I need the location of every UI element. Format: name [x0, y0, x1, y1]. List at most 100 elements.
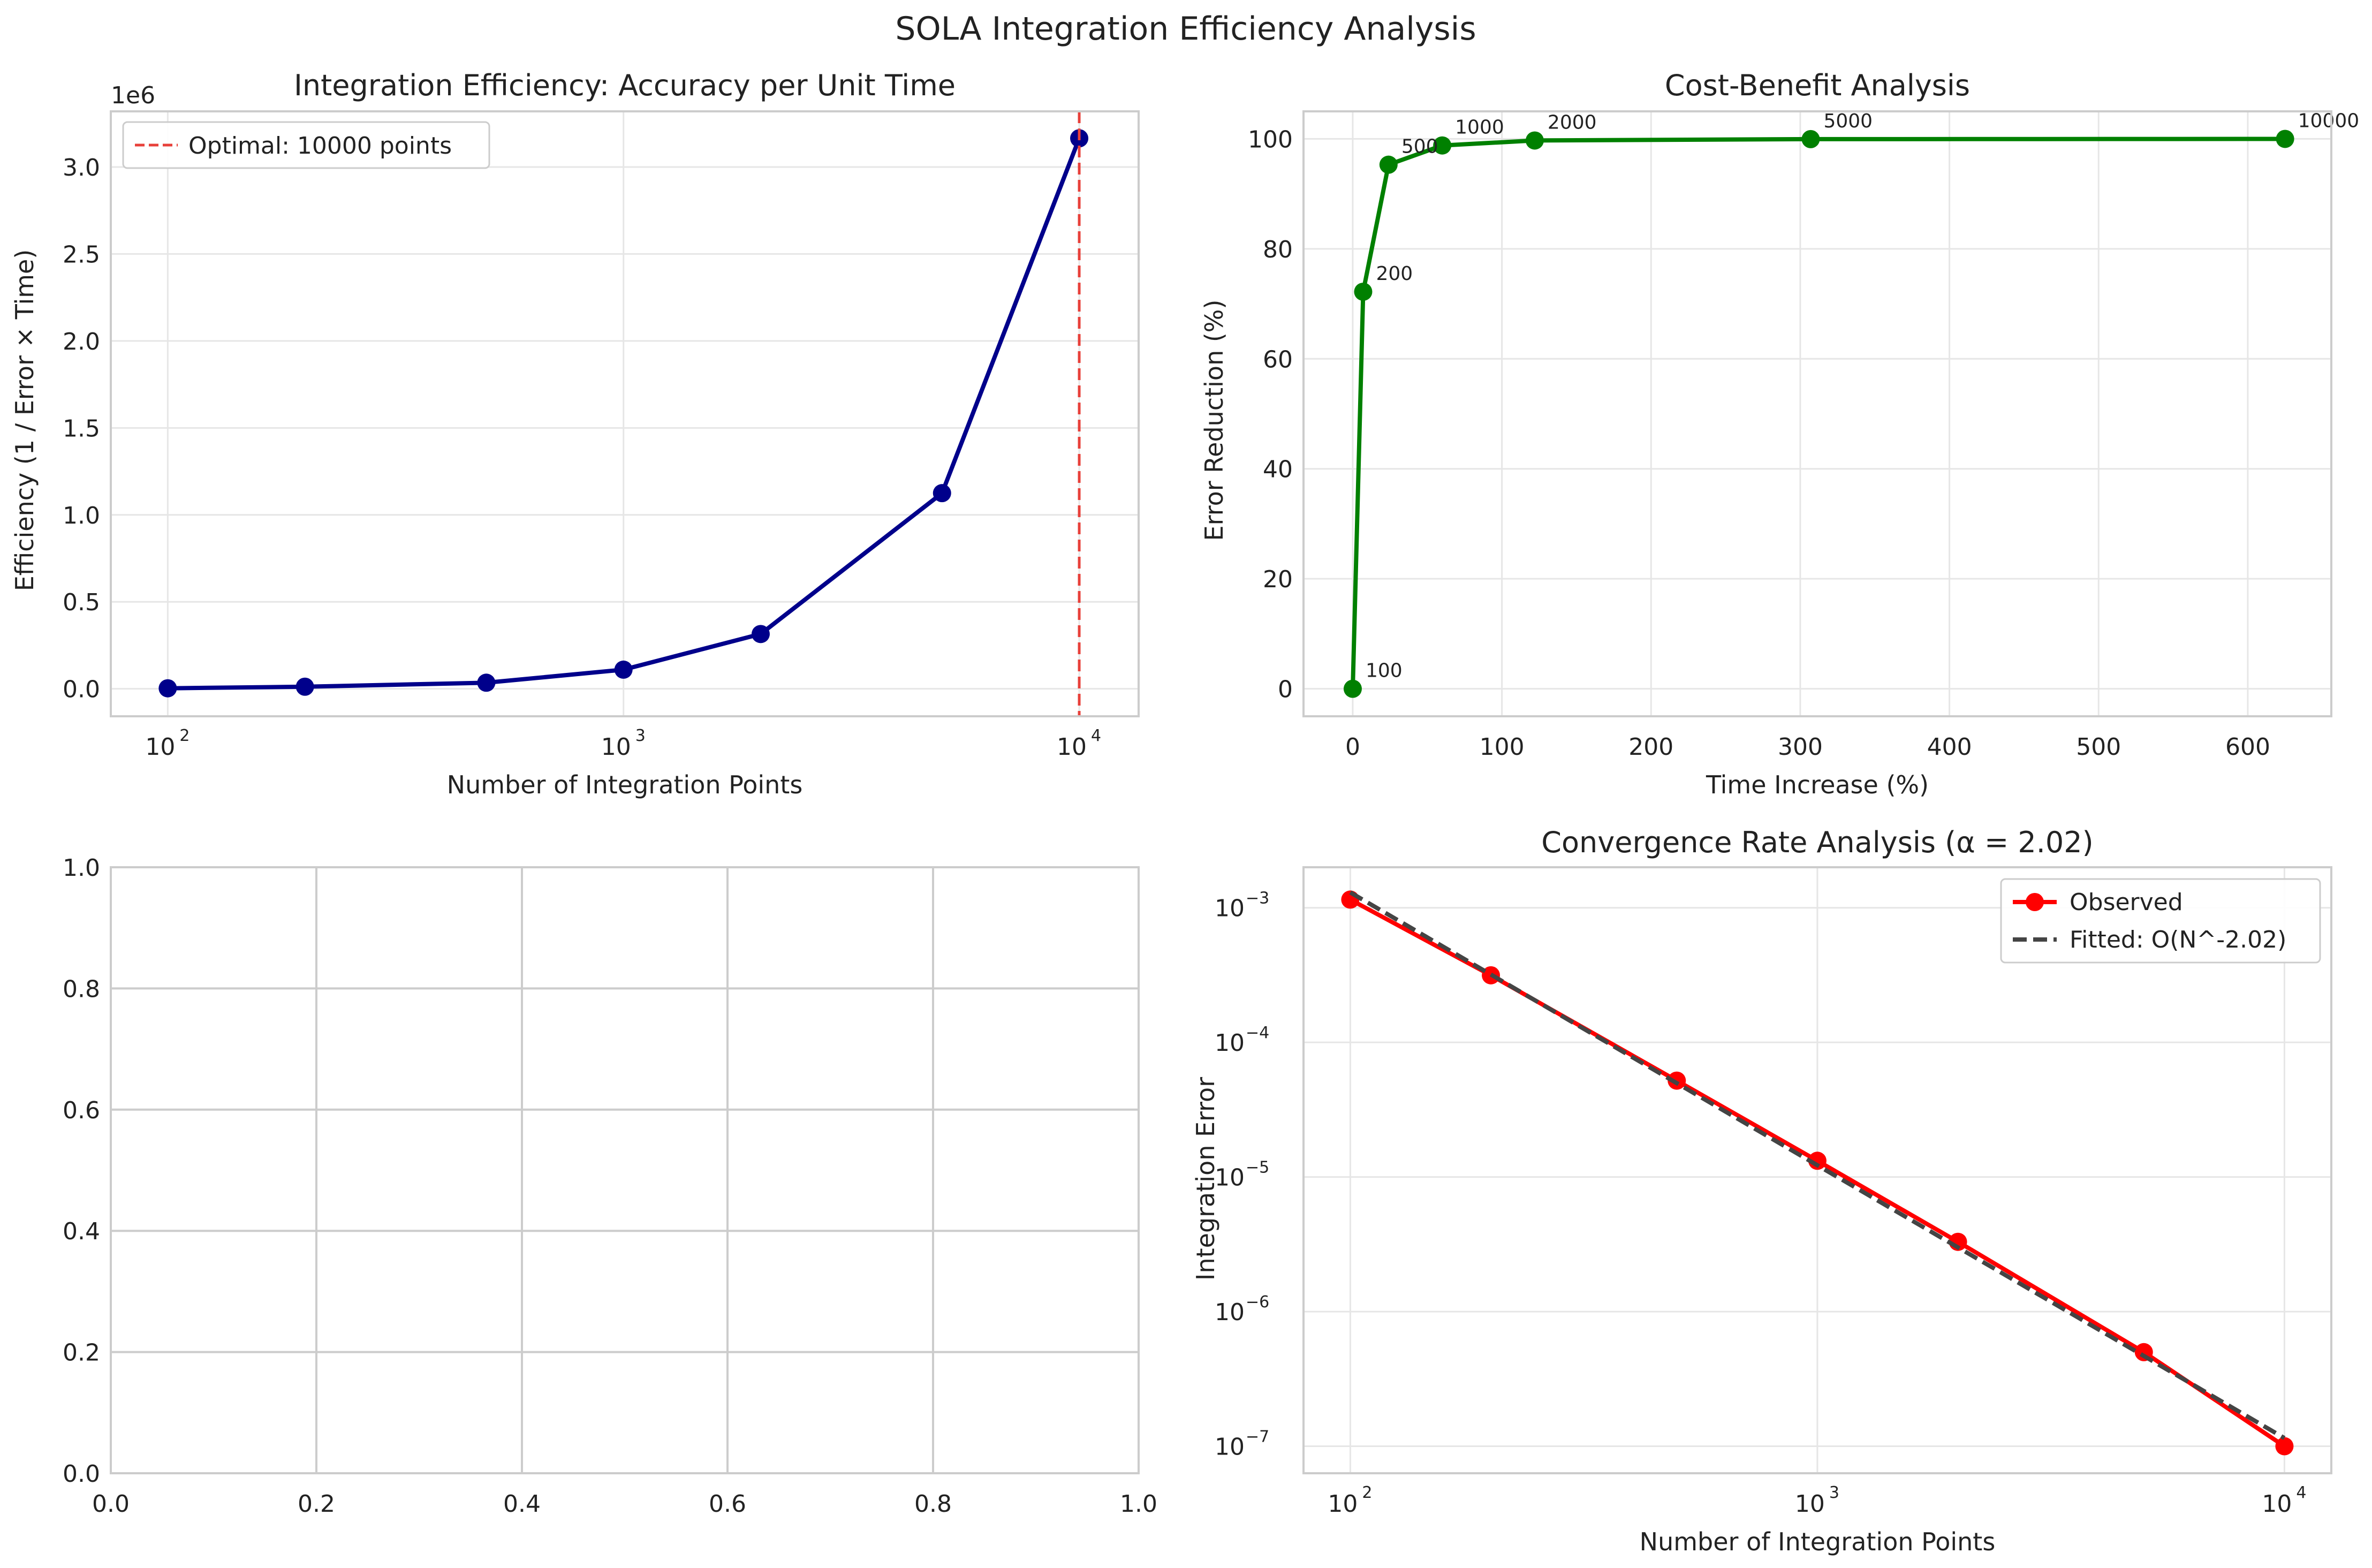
panel-costbenefit-title: Cost-Benefit Analysis [1665, 69, 1970, 102]
x-tick-label: 0.4 [503, 1490, 541, 1518]
panel-convergence-ylabel: Integration Error [1191, 1077, 1220, 1281]
x-tick-exponent: 4 [1091, 726, 1101, 745]
y-tick-exponent: −7 [1246, 1428, 1269, 1446]
costbenefit-point [1433, 136, 1452, 155]
x-tick-label: 10 [601, 733, 631, 761]
costbenefit-point [1379, 155, 1398, 174]
point-annotation: 1000 [1455, 117, 1504, 139]
x-tick-label: 0.6 [709, 1490, 746, 1518]
legend-observed-swatch-marker [2026, 893, 2044, 911]
panel-costbenefit: Cost-Benefit Analysis Time Increase (%) … [1200, 69, 2359, 799]
point-annotation: 500 [1401, 136, 1438, 158]
figure-suptitle: SOLA Integration Efficiency Analysis [895, 10, 1476, 48]
y-tick-label: 0.2 [63, 1339, 100, 1367]
panel-efficiency-title: Integration Efficiency: Accuracy per Uni… [294, 69, 956, 102]
panel-convergence: Convergence Rate Analysis (α = 2.02) Num… [1191, 825, 2332, 1556]
panel-convergence-title: Convergence Rate Analysis (α = 2.02) [1541, 825, 2093, 859]
x-tick-label: 10 [1328, 1490, 1358, 1518]
x-tick-label: 0.0 [92, 1490, 130, 1518]
panel-efficiency: Integration Efficiency: Accuracy per Uni… [10, 69, 1140, 799]
x-tick-label: 400 [1927, 733, 1972, 761]
x-tick-label: 600 [2225, 733, 2270, 761]
legend-optimal-label: Optimal: 10000 points [188, 132, 452, 160]
y-tick-label: 0.6 [63, 1097, 100, 1124]
x-tick-label: 300 [1778, 733, 1823, 761]
panel-convergence-xlabel: Number of Integration Points [1640, 1527, 1996, 1556]
panel-efficiency-xlabel: Number of Integration Points [447, 770, 803, 799]
y-tick-label: 0.8 [63, 975, 100, 1003]
x-tick-label: 200 [1628, 733, 1673, 761]
axes-frame [1302, 866, 2332, 1474]
y-tick-label: 2.5 [63, 241, 100, 268]
y-tick-label: 10 [1215, 1164, 1245, 1192]
y-tick-exponent: −4 [1246, 1024, 1269, 1042]
x-tick-label: 0 [1345, 733, 1360, 761]
y-tick-label: 10 [1215, 1434, 1245, 1461]
x-tick-exponent: 2 [179, 726, 190, 745]
point-annotation: 200 [1376, 263, 1413, 285]
legend-observed-label: Observed [2070, 889, 2183, 916]
y-tick-label: 100 [1248, 126, 1293, 153]
y-tick-label: 10 [1215, 1299, 1245, 1326]
costbenefit-point [1354, 282, 1373, 301]
y-tick-label: 10 [1215, 1029, 1245, 1057]
y-tick-label: 1.0 [63, 854, 100, 882]
x-tick-label: 10 [1795, 1490, 1825, 1518]
efficiency-point [933, 484, 951, 503]
legend-box [2000, 878, 2321, 964]
costbenefit-line [1351, 137, 2285, 689]
efficiency-point [158, 679, 177, 698]
x-tick-label: 0.2 [298, 1490, 335, 1518]
fitted-line [1349, 890, 2286, 1440]
efficiency-point [295, 677, 314, 696]
costbenefit-point [1343, 679, 1362, 698]
y-tick-label: 1.5 [63, 415, 100, 442]
efficiency-point [614, 660, 633, 679]
x-tick-exponent: 2 [1362, 1483, 1372, 1502]
y-tick-exponent: −3 [1246, 889, 1269, 908]
x-tick-exponent: 4 [2296, 1483, 2306, 1502]
y-tick-label: 0 [1278, 676, 1293, 703]
y-tick-exponent: −5 [1246, 1158, 1269, 1177]
x-tick-label: 10 [1057, 733, 1087, 761]
x-tick-label: 1.0 [1120, 1490, 1157, 1518]
y-tick-label: 2.0 [63, 328, 100, 355]
efficiency-point [477, 673, 496, 692]
y-tick-label: 0.0 [63, 1460, 100, 1488]
costbenefit-point [2276, 130, 2294, 148]
x-tick-label: 10 [145, 733, 175, 761]
point-annotation: 2000 [1548, 111, 1597, 133]
costbenefit-point [1525, 131, 1544, 150]
panel-efficiency-ylabel: Efficiency (1 / Error × Time) [10, 249, 39, 592]
y-tick-label: 0.0 [63, 676, 100, 703]
y-tick-label: 0.5 [63, 589, 100, 616]
panel-empty: 0.0 0.2 0.4 0.6 0.8 1.0 0.0 0.2 0.4 0.6 0.8 1.0 [63, 854, 1157, 1518]
y-tick-label: 80 [1263, 236, 1293, 263]
axes-frame [110, 110, 1140, 717]
costbenefit-point [1801, 130, 1820, 148]
legend-box [122, 121, 490, 169]
y-tick-label: 10 [1215, 895, 1245, 922]
panel-efficiency-offset-text: 1e6 [111, 82, 155, 109]
efficiency-point [751, 625, 770, 643]
point-annotation: 5000 [1823, 110, 1873, 132]
axes-frame [1302, 110, 2332, 717]
panel-costbenefit-xlabel: Time Increase (%) [1706, 770, 1929, 799]
y-tick-exponent: −6 [1246, 1293, 1269, 1312]
x-tick-label: 10 [2262, 1490, 2292, 1518]
x-tick-label: 0.8 [914, 1490, 952, 1518]
legend-fitted-label: Fitted: O(N^-2.02) [2070, 926, 2286, 953]
panel-costbenefit-ylabel: Error Reduction (%) [1200, 300, 1229, 541]
y-tick-label: 3.0 [63, 154, 100, 181]
observed-point [1668, 1071, 1686, 1090]
y-tick-label: 40 [1263, 456, 1293, 483]
observed-point [1808, 1152, 1827, 1170]
y-tick-label: 20 [1263, 566, 1293, 593]
point-annotation: 10000 [2298, 110, 2360, 132]
x-tick-exponent: 3 [635, 726, 646, 745]
y-tick-label: 0.4 [63, 1218, 100, 1245]
axes-frame [110, 866, 1140, 1474]
x-tick-label: 500 [2076, 733, 2121, 761]
point-annotation: 100 [1366, 660, 1403, 682]
